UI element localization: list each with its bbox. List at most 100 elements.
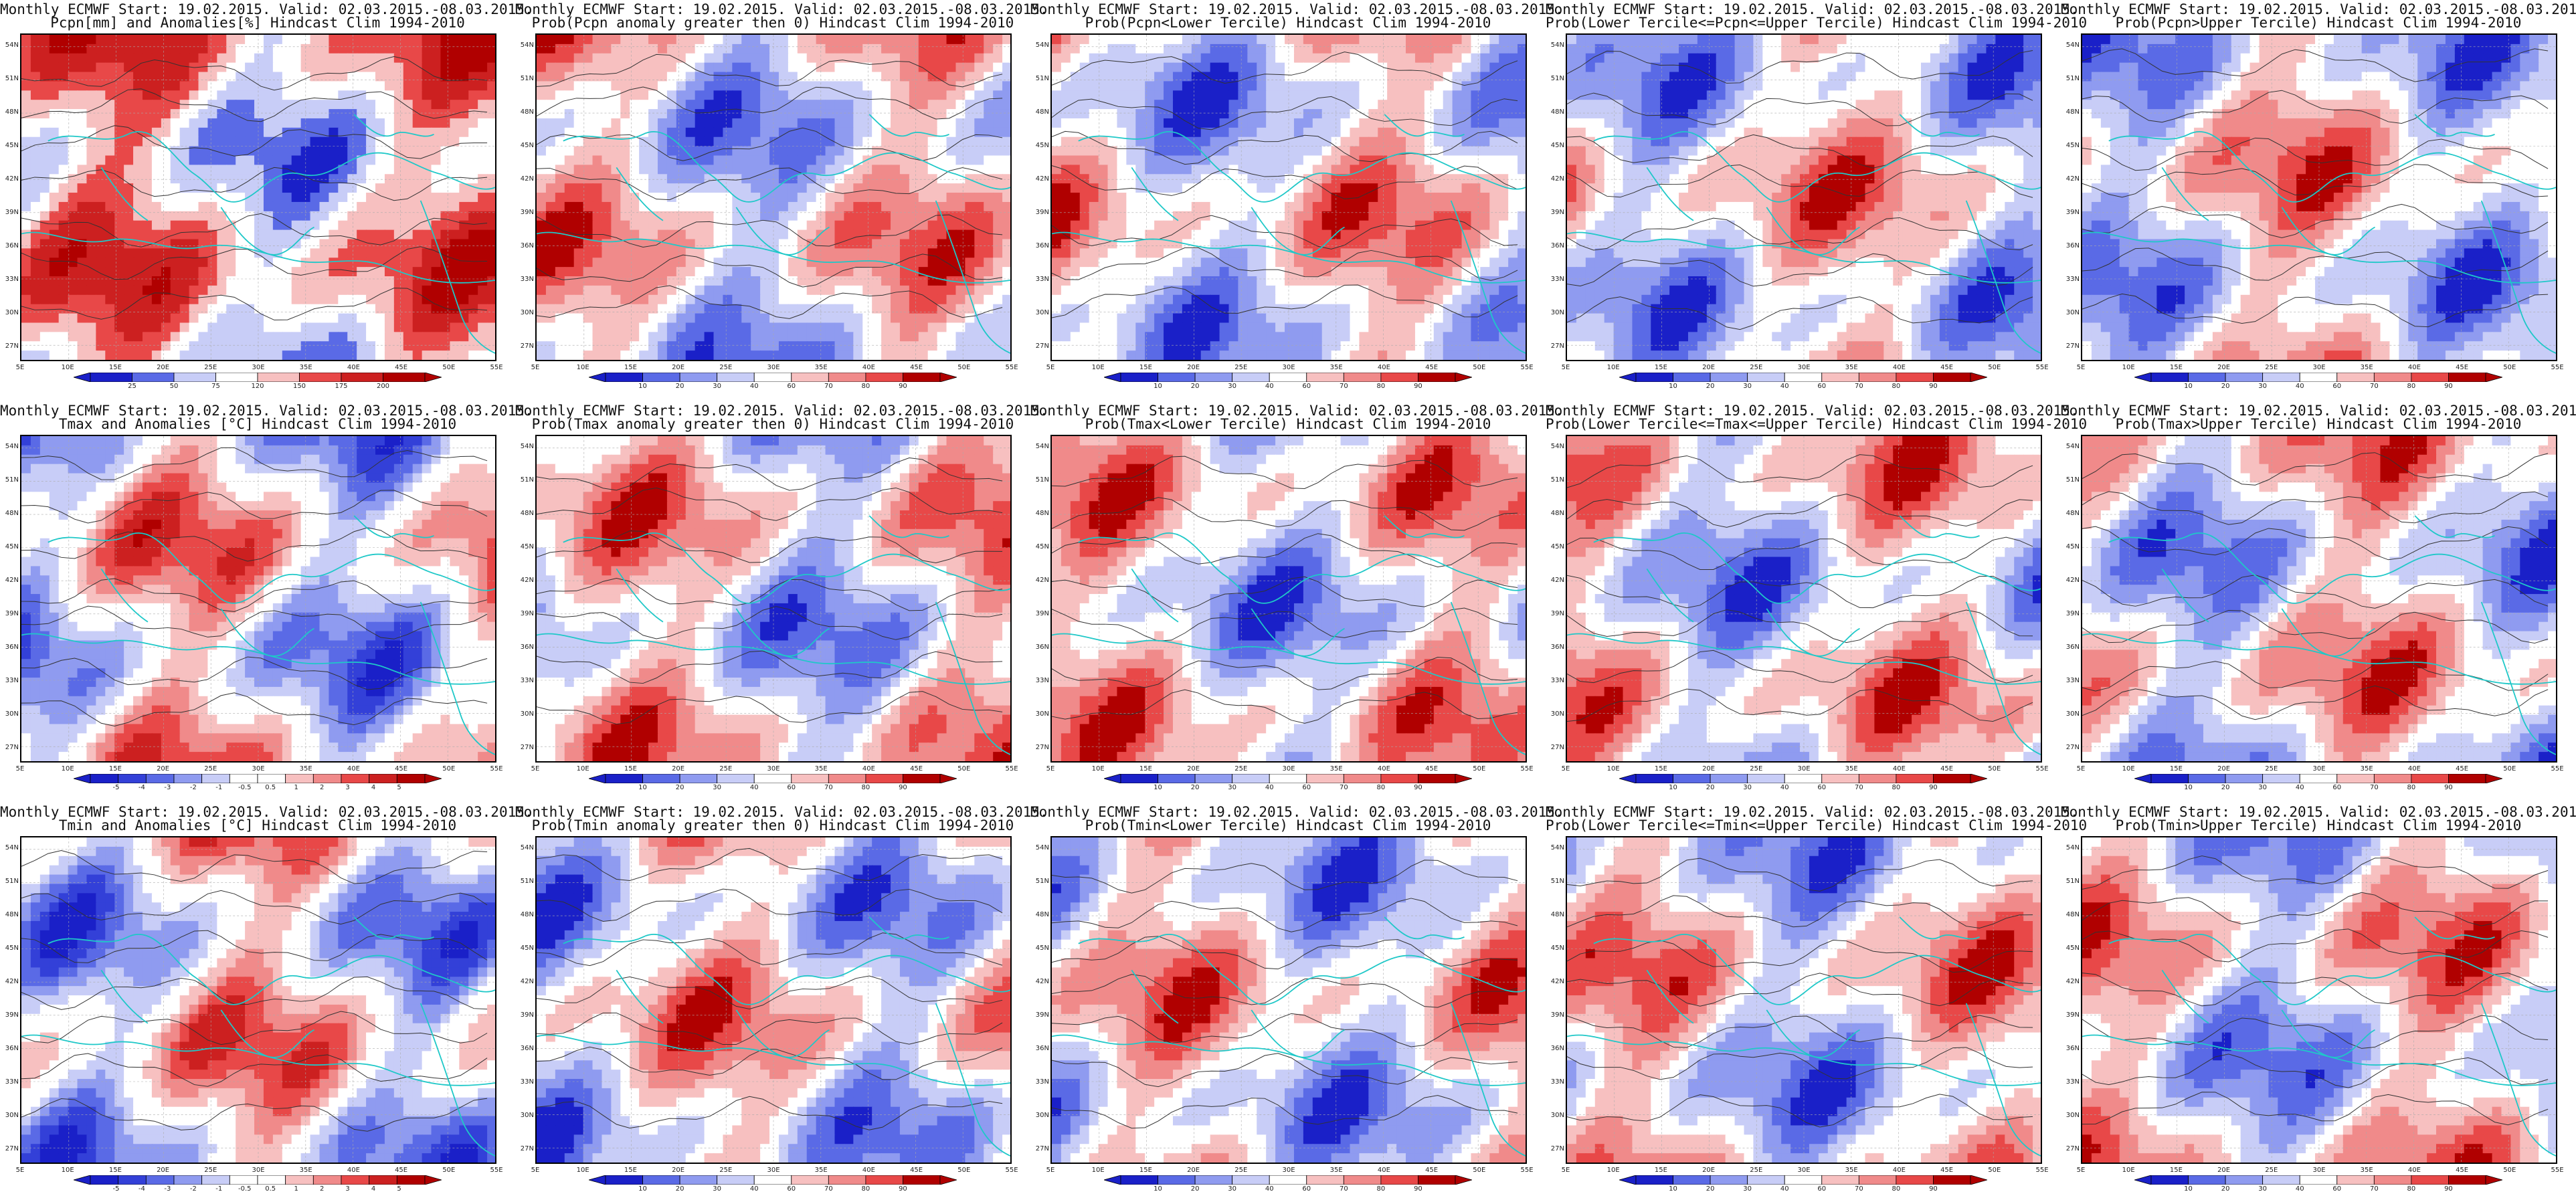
latitude-tick-label: 45N	[3, 142, 19, 149]
field-cell	[366, 220, 377, 231]
field-cell	[179, 285, 190, 296]
field-cell	[1303, 211, 1313, 221]
field-cell	[207, 43, 218, 54]
field-cell	[881, 90, 892, 101]
field-cell	[245, 201, 256, 212]
field-cell	[226, 109, 237, 119]
field-cell	[984, 43, 994, 54]
field-cell	[114, 294, 125, 305]
field-cell	[984, 146, 994, 157]
field-cell	[366, 313, 377, 324]
field-cell	[1508, 165, 1519, 175]
field-cell	[872, 118, 883, 128]
field-cell	[974, 146, 985, 157]
panel-title-line2: Prob(Pcpn<Lower Tercile) Hindcast Clim 1…	[1030, 15, 1546, 31]
field-cell	[1145, 90, 1156, 101]
field-cell	[236, 294, 246, 305]
field-cell	[254, 220, 264, 231]
field-cell	[1182, 72, 1192, 82]
field-cell	[357, 229, 367, 240]
field-cell	[291, 53, 302, 64]
field-cell	[319, 294, 330, 305]
field-cell	[170, 109, 181, 119]
field-cell	[676, 258, 686, 268]
field-cell	[39, 267, 50, 278]
field-cell	[685, 267, 696, 278]
field-cell	[1424, 136, 1435, 147]
field-cell	[704, 258, 715, 268]
field-cell	[769, 118, 779, 128]
field-cell	[555, 118, 565, 128]
field-cell	[357, 81, 367, 92]
field-cell	[891, 229, 901, 240]
field-cell	[338, 146, 349, 157]
field-cell	[685, 229, 696, 240]
field-cell	[347, 174, 358, 185]
field-cell	[1406, 81, 1416, 92]
field-cell	[685, 341, 696, 352]
field-cell	[844, 313, 854, 324]
field-cell	[245, 81, 256, 92]
field-cell	[272, 313, 283, 324]
field-cell	[272, 174, 283, 185]
field-cell	[431, 155, 442, 166]
field-cell	[245, 100, 256, 110]
field-cell	[844, 109, 854, 119]
field-cell	[217, 294, 227, 305]
field-cell	[648, 35, 658, 45]
field-cell	[440, 81, 451, 92]
field-cell	[1285, 90, 1295, 101]
field-cell	[974, 248, 985, 259]
field-cell	[946, 100, 957, 110]
field-cell	[909, 174, 919, 185]
field-cell	[96, 118, 106, 128]
field-cell	[685, 304, 696, 314]
field-cell	[1359, 248, 1370, 259]
field-cell	[1321, 109, 1332, 119]
field-cell	[403, 201, 413, 212]
field-cell	[1002, 341, 1010, 352]
field-cell	[310, 155, 320, 166]
field-cell	[21, 193, 31, 203]
field-cell	[357, 146, 367, 157]
field-cell	[189, 258, 199, 268]
field-cell	[198, 350, 209, 360]
field-cell	[825, 62, 836, 73]
field-cell	[357, 35, 367, 45]
field-cell	[695, 127, 705, 138]
field-cell	[1247, 136, 1258, 147]
field-cell	[254, 267, 264, 278]
field-cell	[431, 322, 442, 333]
latitude-tick-label: 33N	[518, 276, 534, 283]
field-cell	[918, 43, 929, 54]
field-cell	[862, 146, 873, 157]
field-cell	[806, 239, 817, 249]
field-cell	[1378, 109, 1388, 119]
field-cell	[1228, 248, 1239, 259]
field-cell	[440, 201, 451, 212]
field-cell	[806, 229, 817, 240]
field-cell	[478, 81, 488, 92]
field-cell	[412, 165, 423, 175]
field-cell	[487, 239, 495, 249]
field-cell	[393, 72, 404, 82]
field-cell	[310, 81, 320, 92]
field-cell	[357, 174, 367, 185]
field-cell	[592, 193, 603, 203]
field-cell	[170, 35, 181, 45]
field-cell	[366, 341, 377, 352]
field-cell	[844, 183, 854, 194]
field-cell	[254, 109, 264, 119]
field-cell	[1145, 62, 1156, 73]
field-cell	[1257, 201, 1267, 212]
field-cell	[319, 136, 330, 147]
field-cell	[207, 239, 218, 249]
field-cell	[1321, 239, 1332, 249]
field-cell	[1089, 174, 1099, 185]
field-cell	[366, 62, 377, 73]
field-cell	[1340, 136, 1351, 147]
field-cell	[1471, 35, 1481, 45]
field-cell	[96, 294, 106, 305]
field-cell	[310, 90, 320, 101]
field-cell	[1396, 62, 1407, 73]
